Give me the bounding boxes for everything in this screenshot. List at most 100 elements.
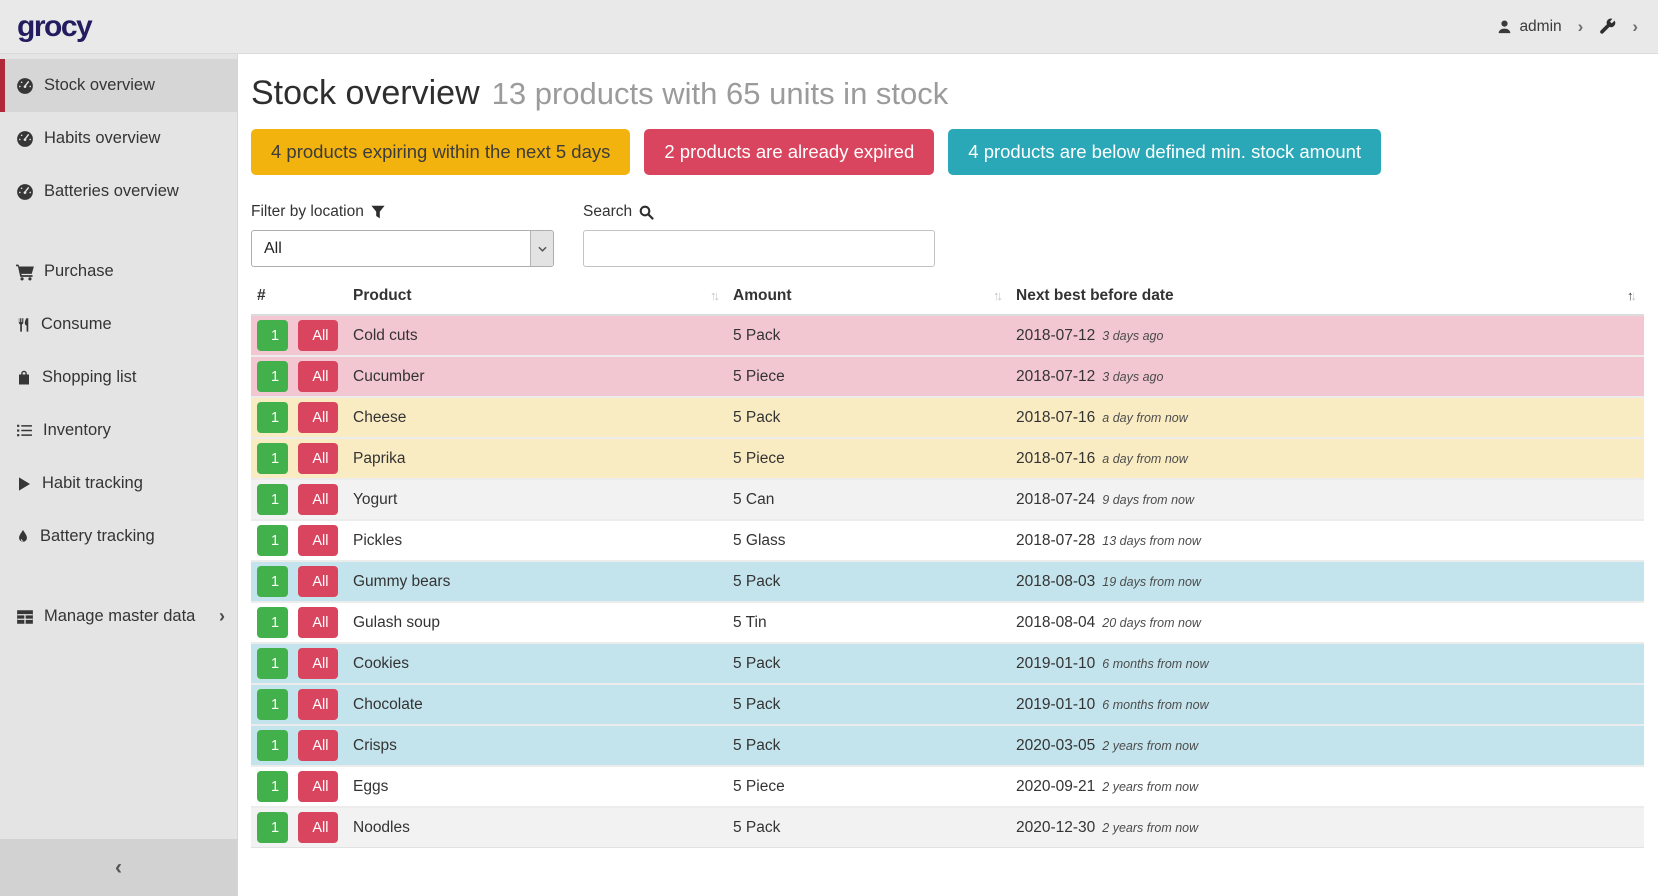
row-actions-cell: 1 All xyxy=(251,601,347,643)
product-name-cell: Yogurt xyxy=(347,478,727,520)
consume-all-button[interactable]: All xyxy=(298,771,338,802)
status-alert-button[interactable]: 2 products are already expired xyxy=(644,129,935,175)
product-name-cell: Cucumber xyxy=(347,355,727,397)
sidebar: Stock overview Habits overview Batteries o… xyxy=(0,54,238,896)
row-actions-cell: 1 All xyxy=(251,355,347,397)
amount-cell: 5 Pack xyxy=(727,396,1010,438)
status-alert-button[interactable]: 4 products expiring within the next 5 da… xyxy=(251,129,631,175)
sidebar-item-consume[interactable]: Consume xyxy=(0,298,237,351)
product-name-cell: Cheese xyxy=(347,396,727,438)
best-before-cell: 2020-12-30 2 years from now xyxy=(1010,806,1644,848)
row-actions-cell: 1 All xyxy=(251,519,347,561)
best-before-cell: 2020-09-21 2 years from now xyxy=(1010,765,1644,807)
consume-all-button[interactable]: All xyxy=(298,648,338,679)
table-row: 1 All Noodles 5 Pack 2020-12-30 2 years f… xyxy=(251,806,1644,848)
consume-one-button[interactable]: 1 xyxy=(257,361,289,392)
search-icon xyxy=(639,205,654,220)
consume-all-button[interactable]: All xyxy=(298,730,338,761)
user-menu-chevron-icon[interactable]: › xyxy=(1577,16,1584,36)
row-actions-cell: 1 All xyxy=(251,437,347,479)
row-actions-cell: 1 All xyxy=(251,396,347,438)
amount-cell: 5 Pack xyxy=(727,315,1010,356)
row-actions-cell: 1 All xyxy=(251,724,347,766)
sidebar-item-label: Habit tracking xyxy=(42,474,143,492)
consume-one-button[interactable]: 1 xyxy=(257,607,289,638)
consume-all-button[interactable]: All xyxy=(298,689,338,720)
page-title: Stock overview xyxy=(251,74,480,112)
row-actions-cell: 1 All xyxy=(251,765,347,807)
consume-one-button[interactable]: 1 xyxy=(257,443,289,474)
consume-all-button[interactable]: All xyxy=(298,566,338,597)
consume-all-button[interactable]: All xyxy=(298,525,338,556)
top-header: grocy admin › › xyxy=(0,0,1658,54)
cart-icon xyxy=(16,263,34,281)
location-select-value: All xyxy=(264,239,282,257)
product-name-cell: Noodles xyxy=(347,806,727,848)
status-alert-button[interactable]: 4 products are below defined min. stock … xyxy=(948,129,1382,175)
consume-all-button[interactable]: All xyxy=(298,320,338,351)
consume-one-button[interactable]: 1 xyxy=(257,402,289,433)
search-input[interactable] xyxy=(583,230,935,267)
table-row: 1 All Yogurt 5 Can 2018-07-24 9 days from… xyxy=(251,478,1644,520)
column-header-next-best-before-date[interactable]: Next best before date ↑↓ xyxy=(1010,279,1644,316)
sidebar-item-inventory[interactable]: Inventory xyxy=(0,404,237,457)
sort-arrows-icon: ↑↓ xyxy=(710,288,720,303)
product-name-cell: Paprika xyxy=(347,437,727,479)
best-before-cell: 2020-03-05 2 years from now xyxy=(1010,724,1644,766)
search-label: Search xyxy=(583,203,915,221)
sidebar-item-habits-overview[interactable]: Habits overview xyxy=(0,112,237,165)
location-select[interactable]: All xyxy=(251,230,554,267)
consume-all-button[interactable]: All xyxy=(298,402,338,433)
column-header-amount[interactable]: Amount ↑↓ xyxy=(727,279,1010,316)
consume-one-button[interactable]: 1 xyxy=(257,484,289,515)
table-row: 1 All Cucumber 5 Piece 2018-07-12 3 days … xyxy=(251,355,1644,397)
main-content: Stock overview 13 products with 65 units… xyxy=(238,54,1658,896)
amount-cell: 5 Tin xyxy=(727,601,1010,643)
settings-menu-chevron-icon[interactable]: › xyxy=(1632,16,1638,36)
table-icon xyxy=(16,609,34,625)
table-row: 1 All Eggs 5 Piece 2020-09-21 2 years fro… xyxy=(251,765,1644,807)
sidebar-collapse-button[interactable]: ‹ xyxy=(0,839,237,896)
consume-one-button[interactable]: 1 xyxy=(257,771,289,802)
product-name-cell: Gummy bears xyxy=(347,560,727,602)
amount-cell: 5 Pack xyxy=(727,560,1010,602)
amount-cell: 5 Pack xyxy=(727,683,1010,725)
consume-all-button[interactable]: All xyxy=(298,812,338,843)
sort-arrows-icon: ↑↓ xyxy=(1627,288,1637,303)
amount-cell: 5 Piece xyxy=(727,437,1010,479)
column-header-product[interactable]: Product ↑↓ xyxy=(347,279,727,316)
product-name-cell: Crisps xyxy=(347,724,727,766)
sidebar-item-batteries-overview[interactable]: Batteries overview xyxy=(0,165,237,218)
consume-all-button[interactable]: All xyxy=(298,361,338,392)
product-name-cell: Cold cuts xyxy=(347,315,727,356)
consume-one-button[interactable]: 1 xyxy=(257,525,289,556)
consume-all-button[interactable]: All xyxy=(298,607,338,638)
settings-menu[interactable] xyxy=(1599,18,1616,35)
app-logo: grocy xyxy=(17,9,93,43)
collapse-left-icon: ‹ xyxy=(115,855,122,879)
chevron-down-icon[interactable] xyxy=(530,231,553,266)
sidebar-item-battery-tracking[interactable]: Battery tracking xyxy=(0,510,237,563)
sidebar-item-manage-master-data[interactable]: Manage master data › xyxy=(0,590,237,643)
bag-icon xyxy=(16,369,32,386)
consume-one-button[interactable]: 1 xyxy=(257,566,289,597)
consume-one-button[interactable]: 1 xyxy=(257,730,289,761)
user-menu[interactable]: admin xyxy=(1497,18,1562,36)
sidebar-item-habit-tracking[interactable]: Habit tracking xyxy=(0,457,237,510)
consume-one-button[interactable]: 1 xyxy=(257,648,289,679)
sidebar-item-shopping-list[interactable]: Shopping list xyxy=(0,351,237,404)
sidebar-item-purchase[interactable]: Purchase xyxy=(0,245,237,298)
consume-all-button[interactable]: All xyxy=(298,484,338,515)
table-row: 1 All Crisps 5 Pack 2020-03-05 2 years fr… xyxy=(251,724,1644,766)
sidebar-item-stock-overview[interactable]: Stock overview xyxy=(0,59,237,112)
list-icon xyxy=(16,422,33,439)
product-name-cell: Gulash soup xyxy=(347,601,727,643)
consume-all-button[interactable]: All xyxy=(298,443,338,474)
sidebar-item-label: Habits overview xyxy=(44,129,161,147)
consume-one-button[interactable]: 1 xyxy=(257,812,289,843)
amount-cell: 5 Pack xyxy=(727,806,1010,848)
consume-one-button[interactable]: 1 xyxy=(257,689,289,720)
column-header--: # xyxy=(251,279,347,316)
row-actions-cell: 1 All xyxy=(251,478,347,520)
consume-one-button[interactable]: 1 xyxy=(257,320,289,351)
